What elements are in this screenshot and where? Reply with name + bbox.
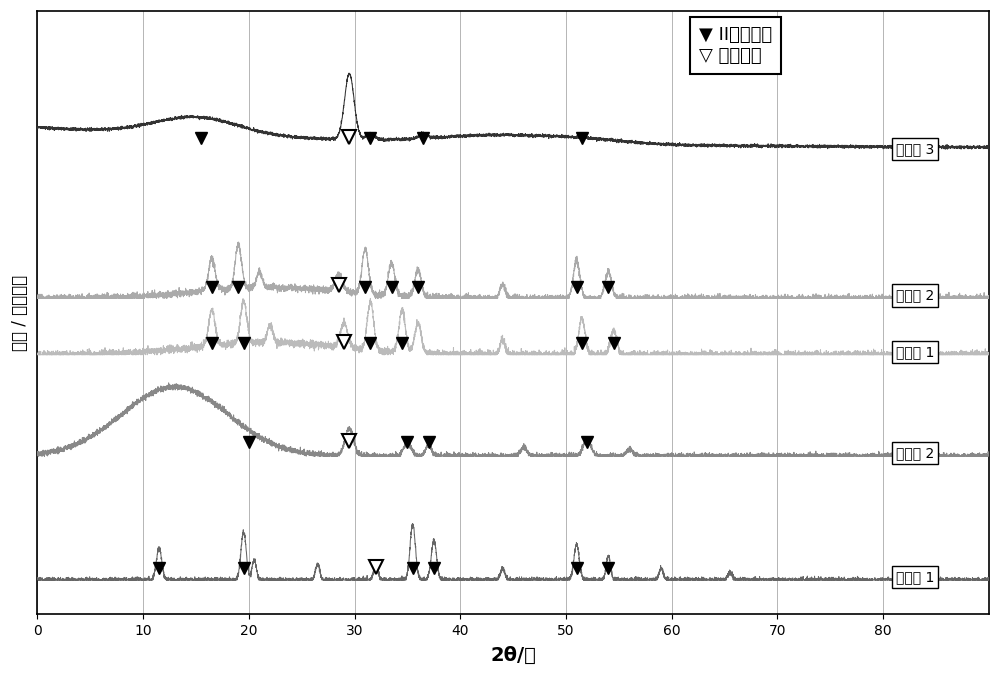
Text: 实施例 2: 实施例 2	[896, 289, 934, 303]
Text: 比较例 1: 比较例 1	[896, 571, 934, 584]
Text: 实施例 1: 实施例 1	[896, 345, 934, 359]
X-axis label: 2θ/度: 2θ/度	[490, 646, 536, 665]
Text: 比较例 2: 比较例 2	[896, 446, 934, 460]
Y-axis label: 强度 / 任意单位: 强度 / 任意单位	[11, 274, 29, 351]
Text: 实施例 3: 实施例 3	[896, 142, 934, 156]
Text: ▼ II型包合物
▽ 金刚石型: ▼ II型包合物 ▽ 金刚石型	[699, 26, 772, 65]
